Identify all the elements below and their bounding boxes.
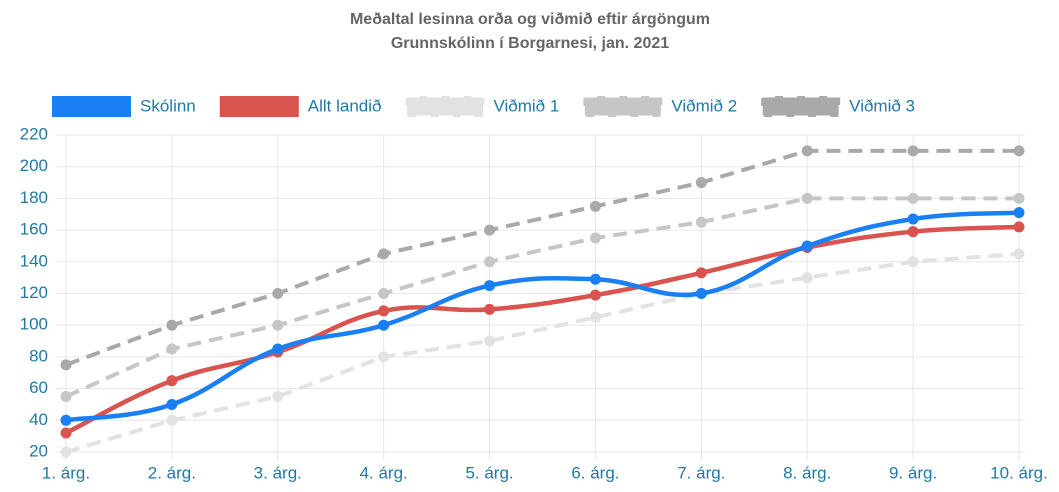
x-tick-label: 9. árg.: [889, 463, 937, 482]
y-tick-label: 120: [20, 283, 48, 302]
data-point: [272, 391, 284, 403]
y-tick-label: 220: [20, 124, 48, 143]
y-tick-label: 160: [20, 220, 48, 239]
data-point: [1013, 145, 1025, 157]
data-point: [484, 335, 496, 347]
data-point: [60, 359, 72, 371]
chart-subtitle: Grunnskólinn í Borgarnesi, jan. 2021: [391, 35, 669, 52]
data-point: [484, 303, 496, 315]
data-point: [60, 391, 72, 403]
legend-label: Allt landið: [308, 96, 382, 115]
series-line: [65, 224, 1020, 435]
series-line: [65, 210, 1020, 423]
data-point: [484, 224, 496, 236]
data-point: [907, 192, 919, 204]
legend-swatch: [52, 96, 131, 117]
data-point: [272, 288, 284, 299]
data-point: [378, 319, 390, 331]
legend-swatch: [759, 94, 842, 119]
legend-label: Skólinn: [140, 96, 196, 115]
x-tick-label: 10. árg.: [990, 463, 1048, 482]
data-point: [166, 398, 178, 410]
data-point: [60, 446, 72, 458]
x-tick-label: 2. árg.: [148, 463, 196, 482]
legend-swatch: [581, 94, 664, 119]
data-point: [695, 177, 707, 189]
x-tick-label: 3. árg.: [254, 463, 302, 482]
data-point: [907, 226, 919, 238]
data-point: [589, 311, 601, 323]
chart-title: Meðaltal lesinna orða og viðmið eftir ár…: [350, 11, 710, 28]
series-line: [65, 196, 1019, 399]
x-tick-label: 1. árg.: [42, 463, 90, 482]
data-point: [1013, 207, 1025, 219]
data-point: [801, 192, 813, 204]
data-point: [166, 414, 178, 426]
data-point: [60, 414, 72, 426]
data-point: [589, 232, 601, 244]
data-point: [272, 319, 284, 331]
data-point: [589, 289, 601, 301]
data-point: [801, 240, 813, 252]
data-point: [589, 200, 601, 212]
data-point: [166, 343, 178, 355]
x-tick-label: 6. árg.: [571, 463, 619, 482]
x-tick-label: 5. árg.: [465, 463, 513, 482]
data-point: [484, 256, 496, 268]
data-point: [166, 375, 178, 387]
y-tick-label: 60: [29, 378, 48, 397]
y-tick-label: 200: [20, 156, 48, 175]
data-point: [801, 145, 813, 157]
data-point: [166, 319, 178, 331]
data-point: [695, 216, 707, 228]
series-line: [65, 148, 1019, 367]
data-point: [378, 351, 390, 363]
y-tick-label: 140: [20, 251, 48, 270]
data-point: [695, 267, 707, 279]
legend-swatch: [219, 96, 299, 117]
y-tick-label: 180: [20, 188, 48, 207]
data-point: [1013, 192, 1025, 204]
plot: [60, 145, 1025, 458]
data-point: [907, 145, 919, 157]
legend-label: Viðmið 1: [493, 96, 559, 115]
data-point: [378, 288, 390, 299]
y-tick-label: 40: [29, 410, 48, 429]
data-point: [907, 256, 919, 268]
data-point: [378, 305, 390, 317]
data-point: [60, 427, 72, 439]
legend: Skólinn Allt landið Viðmið 1 Viðmið 2 Viðmið…: [52, 94, 915, 119]
data-point: [695, 288, 707, 299]
data-point: [378, 248, 390, 260]
data-point: [484, 280, 496, 292]
legend-swatch: [403, 94, 486, 119]
data-point: [1013, 221, 1025, 233]
data-point: [589, 273, 601, 285]
y-tick-label: 20: [29, 441, 48, 460]
legend-label: Viðmið 3: [849, 96, 915, 115]
data-point: [801, 272, 813, 284]
y-tick-label: 80: [29, 346, 48, 365]
x-tick-label: 7. árg.: [677, 463, 725, 482]
x-tick-label: 8. árg.: [783, 463, 831, 482]
data-point: [907, 213, 919, 225]
legend-label: Viðmið 2: [671, 96, 737, 115]
series-line: [65, 251, 1020, 454]
y-tick-label: 100: [20, 315, 48, 334]
data-point: [1013, 248, 1025, 260]
x-tick-label: 4. árg.: [360, 463, 408, 482]
data-point: [272, 343, 284, 355]
